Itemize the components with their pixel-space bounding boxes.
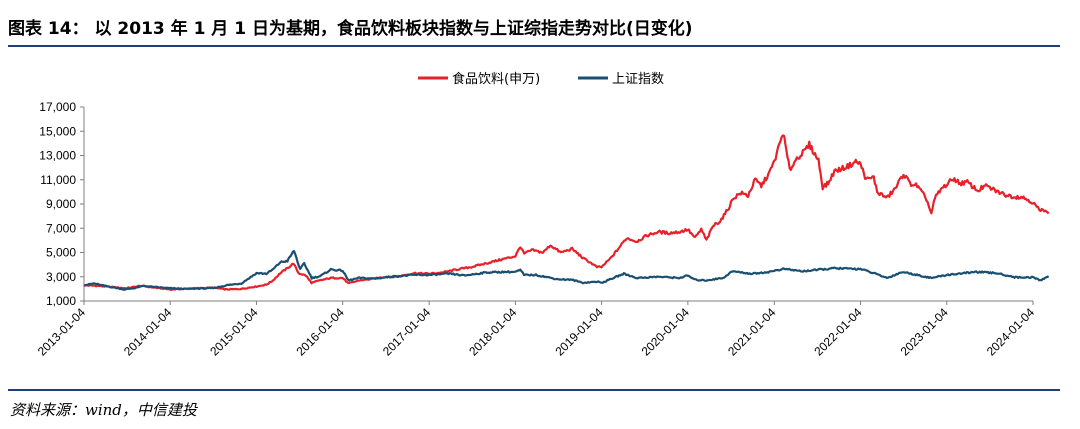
x-tick-label: 2019-01-04 [552,305,606,359]
x-tick-label: 2020-01-04 [639,305,693,359]
series-line-food-beverage [83,134,1050,291]
x-tick-label: 2015-01-04 [207,305,261,359]
series-line-shanghai-composite [83,250,1050,291]
y-tick-label: 7,000 [46,221,76,235]
source-note: 资料来源：wind，中信建投 [10,401,197,419]
x-tick-label: 2022-01-04 [811,305,865,359]
x-tick-label: 2014-01-04 [121,305,175,359]
x-tick-label: 2024-01-04 [984,305,1038,359]
y-tick-label: 17,000 [39,100,76,114]
x-tick-label: 2018-01-04 [466,305,520,359]
line-chart: 1,000 3,000 5,000 7,000 9,000 11,000 13,000 15,… [35,71,1050,359]
y-tick-label: 3,000 [46,270,76,284]
legend-label: 上证指数 [612,72,664,87]
x-tick-label: 2023-01-04 [898,305,952,359]
y-tick-label: 13,000 [39,149,76,163]
y-tick-label: 15,000 [39,124,76,138]
x-tick-label: 2017-01-04 [380,305,434,359]
figure-title: 图表 14： 以 2013 年 1 月 1 日为基期，食品饮料板块指数与上证综指… [8,19,693,39]
x-tick-label: 2016-01-04 [294,305,348,359]
legend-label: 食品饮料(申万) [452,71,540,87]
y-tick-label: 11,000 [40,173,76,187]
title-bar: 图表 14： 以 2013 年 1 月 1 日为基期，食品饮料板块指数与上证综指… [0,0,1080,48]
y-tick-label: 9,000 [46,197,76,211]
x-tick-label: 2013-01-04 [35,305,89,359]
x-tick-label: 2021-01-04 [725,305,779,359]
footer-rule [8,389,1060,391]
y-tick-label: 1,000 [46,294,76,308]
y-tick-label: 5,000 [46,246,76,260]
title-rule [8,45,1060,47]
